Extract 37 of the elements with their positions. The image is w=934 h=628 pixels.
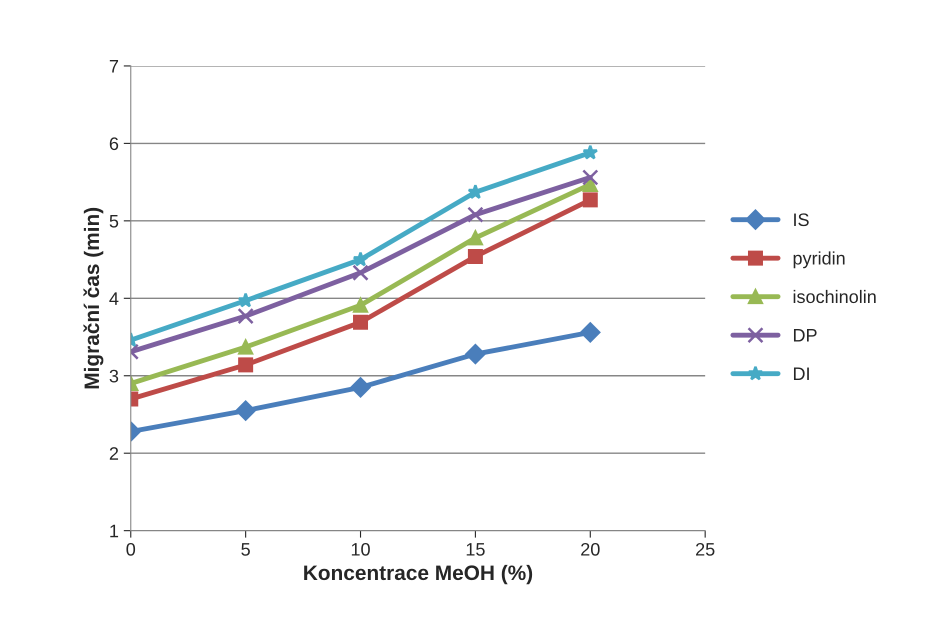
- x-tick-label: 0: [126, 542, 136, 556]
- y-tick-label: 3: [110, 370, 118, 382]
- y-tick-label: 1: [110, 524, 118, 538]
- x-axis-title: Koncentrace MeOH (%): [304, 564, 532, 584]
- point: [467, 206, 484, 223]
- y-tick-label: 2: [110, 447, 118, 460]
- y-tick-label: 6: [110, 137, 118, 150]
- y-tick-label: 7: [110, 60, 118, 72]
- legend-label: DI: [794, 368, 809, 380]
- x-tick-label: 15: [466, 543, 485, 556]
- x-tick-label: 25: [696, 542, 714, 556]
- point: [582, 169, 598, 186]
- point: [353, 314, 368, 330]
- point: [238, 340, 254, 355]
- y-tick-label: 4: [109, 292, 118, 305]
- legend-label: isochinolin: [794, 290, 876, 304]
- x-tick-label: 20: [581, 542, 600, 556]
- x-tick-label: 5: [241, 543, 250, 556]
- point: [236, 400, 256, 421]
- legend-label: DP: [794, 329, 817, 342]
- point: [465, 344, 486, 364]
- point: [582, 144, 598, 160]
- x-tick-label: 10: [352, 542, 370, 556]
- y-tick-label: 5: [110, 214, 118, 228]
- point: [468, 248, 483, 264]
- point: [353, 298, 368, 313]
- point: [582, 192, 598, 208]
- point: [238, 357, 254, 372]
- y-axis-title: Migrační čas (min): [83, 208, 104, 388]
- legend-label: IS: [794, 213, 809, 226]
- legend-label: pyridin: [794, 251, 845, 268]
- point: [352, 264, 369, 281]
- point: [237, 308, 254, 324]
- point: [350, 377, 371, 398]
- point: [352, 251, 368, 266]
- point: [580, 322, 600, 342]
- point: [468, 230, 483, 246]
